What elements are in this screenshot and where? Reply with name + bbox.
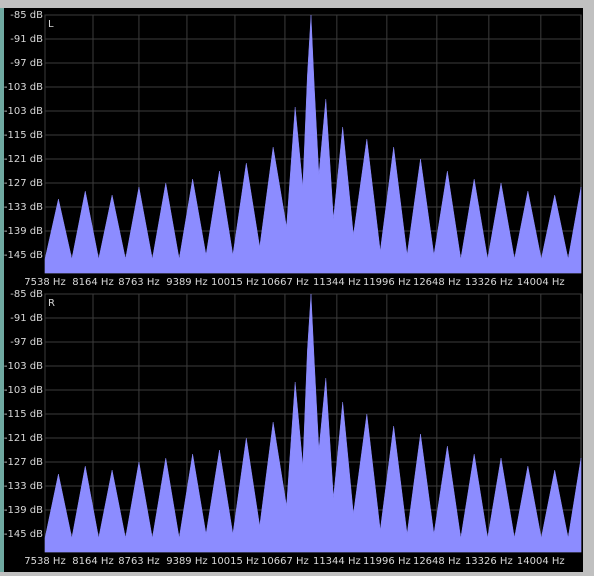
window-edge — [0, 8, 4, 572]
y-tick-label: -145 dB — [4, 529, 43, 540]
x-tick-label: 11344 Hz — [313, 556, 361, 567]
y-tick-label: -133 dB — [4, 202, 43, 213]
y-tick-label: -121 dB — [4, 154, 43, 165]
x-tick-label: 7538 Hz — [24, 556, 65, 567]
x-tick-label: 8164 Hz — [72, 277, 113, 288]
y-tick-label: -103 dB — [4, 361, 43, 372]
x-tick-label: 11996 Hz — [363, 277, 411, 288]
x-tick-label: 10667 Hz — [261, 556, 309, 567]
x-tick-label: 11996 Hz — [363, 556, 411, 567]
channel-label: L — [48, 19, 54, 30]
y-tick-label: -103 dB — [4, 82, 43, 93]
channel-label: R — [48, 298, 55, 309]
y-tick-label: -121 dB — [4, 433, 43, 444]
x-tick-label: 14004 Hz — [517, 556, 565, 567]
x-tick-label: 10667 Hz — [261, 277, 309, 288]
x-tick-label: 13326 Hz — [465, 277, 513, 288]
x-tick-label: 14004 Hz — [517, 277, 565, 288]
x-tick-label: 8164 Hz — [72, 556, 113, 567]
y-tick-label: -85 dB — [10, 10, 43, 21]
y-tick-label: -103 dB — [4, 106, 43, 117]
spectrum-area — [44, 14, 582, 274]
y-tick-label: -97 dB — [10, 58, 43, 69]
y-tick-label: -91 dB — [10, 313, 43, 324]
y-tick-label: -115 dB — [4, 130, 43, 141]
x-tick-label: 8763 Hz — [118, 277, 159, 288]
y-tick-label: -103 dB — [4, 385, 43, 396]
y-tick-label: -133 dB — [4, 481, 43, 492]
x-tick-label: 12648 Hz — [413, 556, 461, 567]
x-tick-label: 9389 Hz — [166, 556, 207, 567]
spectrum-area — [44, 293, 582, 553]
x-tick-label: 8763 Hz — [118, 556, 159, 567]
y-tick-label: -145 dB — [4, 250, 43, 261]
y-tick-label: -97 dB — [10, 337, 43, 348]
y-tick-label: -91 dB — [10, 34, 43, 45]
y-tick-label: -115 dB — [4, 409, 43, 420]
x-tick-label: 11344 Hz — [313, 277, 361, 288]
x-tick-label: 10015 Hz — [211, 556, 259, 567]
x-tick-label: 12648 Hz — [413, 277, 461, 288]
x-tick-label: 9389 Hz — [166, 277, 207, 288]
y-tick-label: -139 dB — [4, 505, 43, 516]
y-tick-label: -127 dB — [4, 178, 43, 189]
x-tick-label: 13326 Hz — [465, 556, 513, 567]
y-tick-label: -85 dB — [10, 289, 43, 300]
x-tick-label: 10015 Hz — [211, 277, 259, 288]
y-tick-label: -139 dB — [4, 226, 43, 237]
y-tick-label: -127 dB — [4, 457, 43, 468]
x-tick-label: 7538 Hz — [24, 277, 65, 288]
